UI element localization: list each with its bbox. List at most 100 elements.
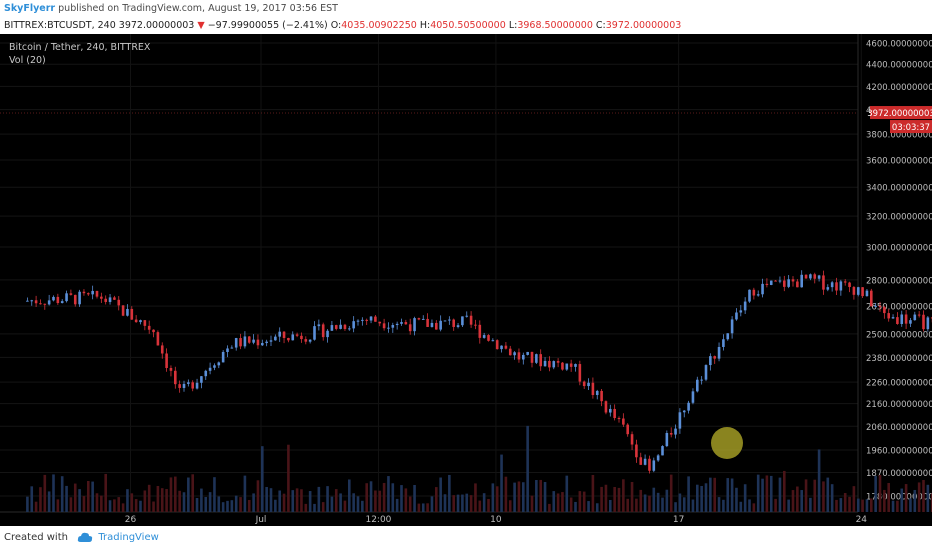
- volume-bar: [478, 500, 482, 512]
- candle-body: [339, 324, 342, 329]
- candle-body: [343, 324, 347, 330]
- candle-body: [891, 317, 895, 319]
- volume-bar: [883, 489, 886, 512]
- candle-body: [469, 315, 473, 325]
- volume-bar: [926, 484, 930, 512]
- volume-bar: [530, 495, 534, 512]
- candle-body: [261, 343, 264, 346]
- volume-bar: [147, 484, 151, 512]
- y-tick-label: 2260.00000000: [866, 379, 932, 389]
- volume-bar: [387, 476, 390, 512]
- volume-bar: [504, 476, 508, 512]
- volume-bar: [626, 498, 629, 512]
- candle-body: [630, 434, 634, 445]
- candle-body: [139, 320, 142, 323]
- volume-bar: [678, 493, 682, 512]
- volume-bar: [187, 477, 190, 512]
- volume-bar: [574, 501, 577, 512]
- volume-bar: [565, 475, 569, 512]
- y-tick-label: 1960.00000000: [866, 447, 932, 457]
- volume-bar: [508, 500, 512, 512]
- candle-body: [622, 418, 625, 425]
- volume-bar: [661, 497, 664, 512]
- volume-bar: [213, 477, 216, 512]
- volume-bar: [748, 499, 751, 512]
- candle-body: [730, 319, 734, 334]
- candle-body: [413, 318, 416, 332]
- volume-bar: [835, 499, 838, 512]
- volume-bar: [352, 493, 355, 512]
- volume-highlight-circle: [711, 427, 743, 459]
- volume-bar: [178, 490, 181, 512]
- tradingview-logo-text[interactable]: TradingView: [98, 532, 159, 543]
- volume-bar: [304, 503, 308, 512]
- candle-body: [926, 317, 930, 330]
- candle-body: [387, 327, 390, 329]
- author-name[interactable]: SkyFlyerr: [4, 3, 56, 14]
- volume-bar: [221, 502, 225, 512]
- volume-bar: [426, 503, 429, 512]
- volume-bar: [208, 492, 212, 512]
- candle-body: [804, 274, 808, 279]
- candle-body: [130, 308, 134, 320]
- volume-bar: [430, 496, 434, 512]
- candle-body: [569, 363, 573, 367]
- candle-body: [239, 338, 242, 347]
- candle-body: [526, 351, 529, 355]
- volume-bar: [870, 498, 873, 512]
- candle-body: [726, 333, 730, 340]
- x-tick-label: 26: [125, 515, 137, 525]
- candle-body: [43, 303, 47, 305]
- candle-body: [82, 291, 86, 294]
- y-tick-label: 3400.00000000: [866, 184, 932, 194]
- candle-body: [682, 410, 686, 413]
- candle-body: [461, 316, 464, 326]
- candle-body: [513, 352, 516, 356]
- close-label: C:: [595, 20, 606, 31]
- candle-body: [321, 324, 325, 338]
- volume-bar: [713, 477, 716, 512]
- candle-body: [778, 280, 782, 282]
- candle-body: [217, 362, 221, 366]
- volume-bar: [448, 474, 451, 512]
- volume-bar: [169, 477, 173, 512]
- volume-bar: [830, 484, 834, 512]
- volume-bar: [787, 499, 790, 512]
- volume-bar: [174, 476, 177, 512]
- chart-area[interactable]: 4600.000000004400.000000004200.000000004…: [0, 34, 932, 526]
- candle-body: [495, 340, 499, 350]
- candle-body: [456, 325, 460, 327]
- candle-body: [735, 312, 738, 320]
- candle-body: [604, 401, 608, 413]
- volume-bar: [378, 490, 382, 512]
- candle-body: [582, 381, 586, 387]
- volume-bar: [783, 470, 786, 512]
- high-value: 4050.50500000: [430, 20, 506, 31]
- candle-body: [352, 321, 355, 329]
- candle-body: [100, 296, 103, 299]
- volume-bar: [356, 496, 360, 512]
- volume-bar: [922, 480, 925, 512]
- volume-bar: [852, 486, 856, 512]
- volume-bar: [265, 486, 268, 512]
- price-chart[interactable]: 4600.000000004400.000000004200.000000004…: [0, 34, 932, 526]
- candle-body: [591, 382, 595, 396]
- volume-bar: [78, 489, 81, 512]
- candle-body: [491, 340, 495, 342]
- x-tick-label: Jul: [255, 515, 267, 525]
- volume-bar: [482, 493, 486, 512]
- volume-bar: [439, 477, 442, 512]
- candle-body: [517, 352, 521, 360]
- candle-body: [674, 428, 677, 435]
- volume-bar: [796, 486, 799, 512]
- volume-bar: [591, 474, 595, 512]
- candle-body: [874, 305, 877, 307]
- volume-bar: [539, 479, 542, 512]
- candle-body: [108, 297, 112, 302]
- volume-bar: [243, 475, 247, 512]
- volume-bar: [622, 479, 625, 512]
- candle-body: [226, 348, 229, 352]
- volume-bar: [595, 503, 599, 512]
- volume-bar: [165, 489, 168, 512]
- candle-body: [865, 290, 869, 297]
